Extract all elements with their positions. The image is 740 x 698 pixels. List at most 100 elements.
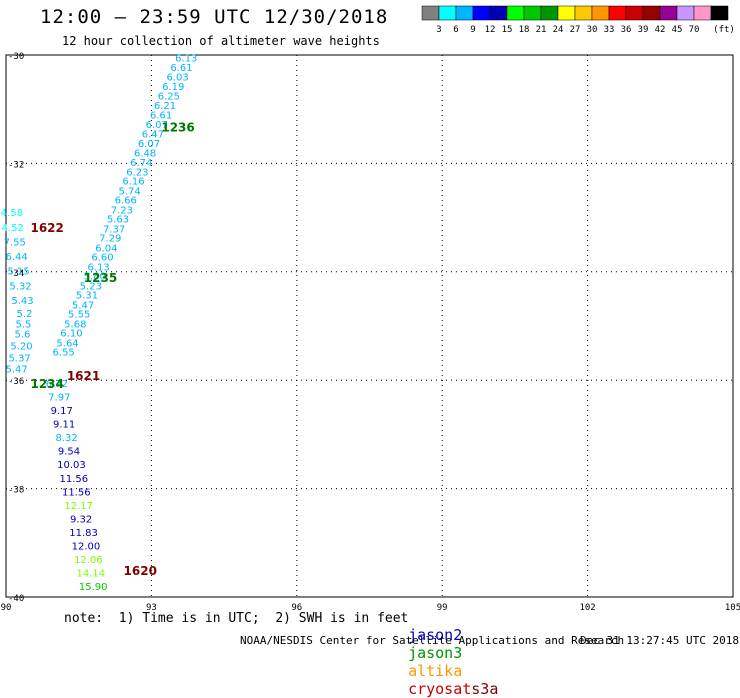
wave-height-value: 7.23	[111, 205, 133, 216]
lat-tick-label: -30	[8, 52, 24, 62]
wave-height-value: 4.58	[1, 208, 23, 219]
wave-height-value: 6.07	[138, 139, 160, 150]
legend-label: 9	[470, 25, 475, 35]
pass-time-label: 1234	[30, 377, 63, 391]
wave-height-value: 5.74	[118, 187, 140, 198]
wave-height-value: 5.15	[7, 267, 29, 278]
wave-height-value: 6.23	[126, 168, 148, 179]
wave-height-value: 14.14	[76, 569, 105, 580]
lon-tick-label: 90	[1, 603, 12, 613]
satellite-s3a: s3a	[471, 680, 499, 698]
wave-height-value: 10.03	[57, 460, 86, 471]
wave-height-value: 11.56	[62, 487, 91, 498]
wave-height-value: 5.47	[72, 300, 94, 311]
wave-height-value: 6.47	[142, 130, 164, 141]
wave-height-value: 7.55	[4, 237, 26, 248]
color-legend: 3 6 9 12 15 18 21 24 27 30 33 36 39 42 45 70 (ft)	[421, 5, 735, 35]
wave-height-value: 15.90	[79, 582, 108, 593]
wave-height-value: 9.17	[51, 406, 73, 417]
legend-label: 70	[689, 25, 700, 35]
legend-label: 15	[502, 25, 513, 35]
wave-height-value: 6.16	[122, 177, 144, 188]
satellite-altika: altika	[408, 662, 463, 680]
lat-tick-label: -34	[8, 269, 24, 279]
legend-label: 3	[436, 25, 441, 35]
wave-height-value: 6.13	[175, 54, 197, 65]
wave-height-value: 6.21	[154, 101, 176, 112]
lon-tick-label: 102	[579, 603, 595, 613]
wave-height-value: 5.23	[80, 281, 102, 292]
pass-time-label: 1235	[84, 271, 117, 285]
wave-height-value: 5.43	[11, 296, 33, 307]
legend-label: 33	[604, 25, 615, 35]
legend-swatch	[710, 5, 729, 21]
wave-height-value: 5.5	[15, 319, 31, 330]
wave-height-value: 5.37	[8, 353, 30, 364]
wave-height-value: 6.03	[166, 73, 188, 84]
wave-height-value: 12.00	[72, 542, 101, 553]
generated-timestamp: Dec 31 13:27:45 UTC 2018	[580, 634, 739, 647]
credit-line: NOAA/NESDIS Center for Satellite Applica…	[240, 634, 625, 647]
page-subtitle: 12 hour collection of altimeter wave hei…	[62, 34, 380, 48]
lat-tick-label: -40	[8, 594, 24, 604]
wave-height-value: 7.97	[48, 392, 70, 403]
wave-height-value: 5.2	[16, 309, 32, 320]
wave-height-value: 6.19	[162, 82, 184, 93]
legend-label: 6	[453, 25, 458, 35]
legend-label: 36	[621, 25, 632, 35]
wave-height-value: 11.83	[69, 528, 98, 539]
lat-tick-label: -38	[8, 486, 24, 496]
wave-height-value: 6.04	[95, 243, 117, 254]
wave-height-value: 6.61	[150, 111, 172, 122]
wave-height-value: 6.48	[134, 149, 156, 160]
legend-label: 27	[570, 25, 581, 35]
wave-height-value: 7.37	[103, 224, 125, 235]
wave-height-value: 9.11	[53, 420, 75, 431]
wave-height-value: 5.64	[56, 338, 78, 349]
wave-height-value: 5.63	[107, 215, 129, 226]
wave-height-value: 6.07	[146, 120, 168, 131]
wave-height-value: 6.55	[53, 347, 75, 358]
wave-height-value: 6.25	[158, 92, 180, 103]
legend-label: 21	[536, 25, 547, 35]
lat-tick-label: -36	[8, 377, 24, 387]
wave-height-value: 9.54	[58, 447, 80, 458]
footer-note: note: 1) Time is in UTC; 2) SWH is in fe…	[64, 611, 409, 626]
wave-height-value: 5.20	[10, 342, 32, 353]
lat-tick-label: -32	[8, 160, 24, 170]
wave-height-value: 8.32	[55, 433, 77, 444]
wave-height-value: 6.44	[6, 252, 28, 263]
legend-label: 42	[655, 25, 666, 35]
legend-label: 30	[587, 25, 598, 35]
legend-unit: (ft)	[713, 25, 735, 35]
pass-time-label: 1621	[67, 369, 100, 383]
wave-height-value: 6.61	[170, 63, 192, 74]
wave-height-value: 5.32	[9, 281, 31, 292]
wave-height-map: 90 93 96 99 102 105-30-32-34-36-38-406.136.61…	[1, 52, 740, 613]
wave-height-value: 6.13	[87, 262, 109, 273]
wave-height-value: 6.10	[60, 329, 82, 340]
legend-label: 39	[638, 25, 649, 35]
wave-height-value: 7.29	[99, 234, 121, 245]
wave-height-value: 5.47	[6, 364, 28, 375]
satellite-jason2: jason2	[408, 626, 463, 644]
lon-tick-label: 105	[725, 603, 740, 613]
wave-height-value: 6.74	[130, 158, 152, 169]
satellite-cryosat: cryosat	[408, 680, 472, 698]
wave-height-value: 5.31	[76, 291, 98, 302]
pass-time-label: 1622	[30, 221, 63, 235]
wave-height-value: 5.68	[64, 319, 86, 330]
wave-height-value: 6.66	[115, 196, 137, 207]
legend-label: 18	[519, 25, 530, 35]
wave-height-value: 5.55	[68, 310, 90, 321]
wave-height-value: 5.6	[15, 330, 31, 341]
lon-tick-label: 93	[146, 603, 157, 613]
wave-height-value: 5.80	[84, 272, 106, 283]
legend-label: 24	[553, 25, 564, 35]
wave-height-value: 6.72	[46, 379, 68, 390]
lon-tick-label: 99	[437, 603, 448, 613]
satellite-list: jason2 jason3 altika cryosats3a	[390, 608, 498, 698]
wave-height-value: 4.52	[2, 223, 24, 234]
page-title: 12:00 — 23:59 UTC 12/30/2018	[40, 6, 389, 28]
wave-height-value: 6.60	[91, 253, 113, 264]
